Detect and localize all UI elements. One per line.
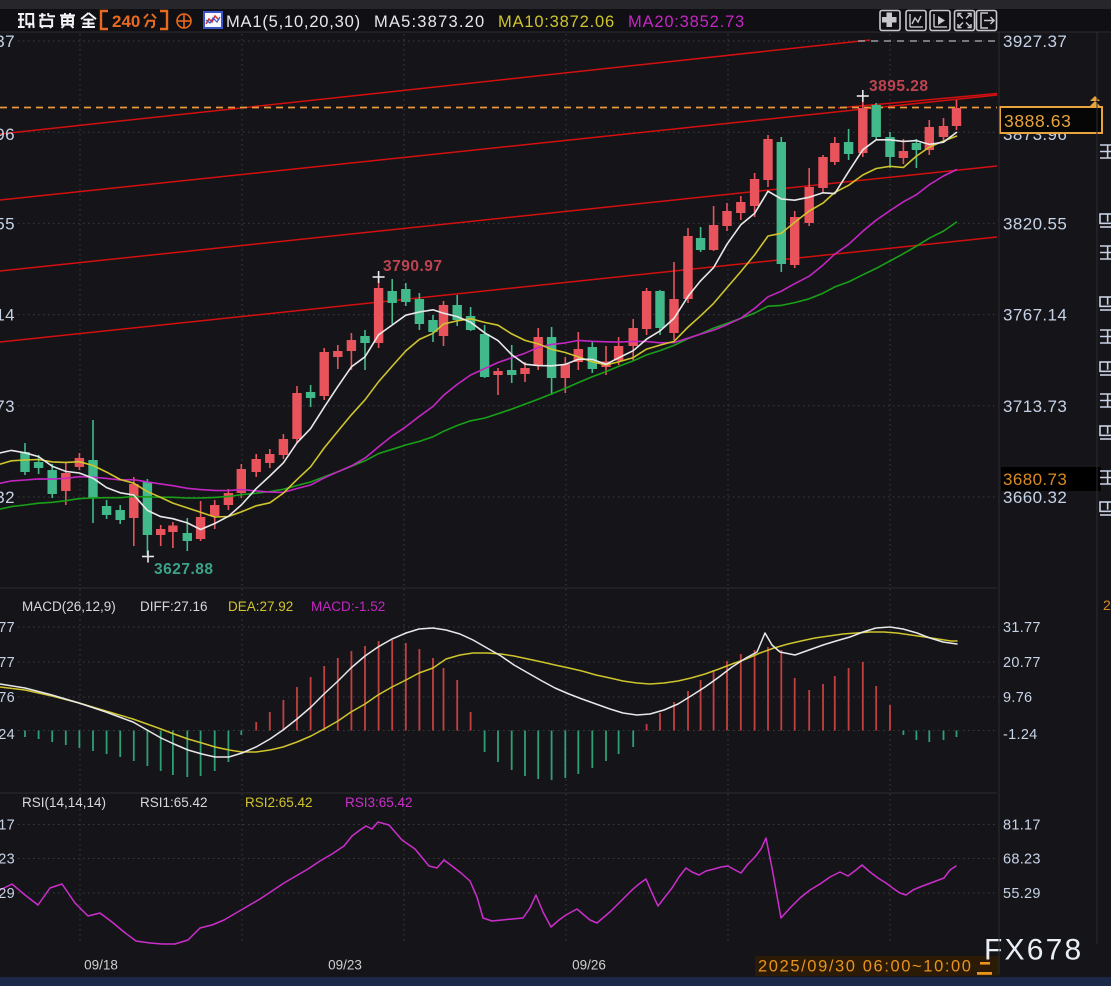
svg-text:240: 240 — [112, 12, 140, 31]
svg-text:31.77: 31.77 — [1003, 620, 1041, 636]
svg-text:RSI1:65.42: RSI1:65.42 — [140, 795, 208, 810]
svg-text:3820.55: 3820.55 — [0, 214, 15, 233]
svg-text:3660.32: 3660.32 — [1003, 488, 1067, 507]
svg-text:-1.24: -1.24 — [0, 727, 15, 743]
svg-text:3713.73: 3713.73 — [0, 397, 15, 416]
svg-text:MA1(5,10,20,30): MA1(5,10,20,30) — [226, 13, 361, 31]
svg-text:DIFF:27.16: DIFF:27.16 — [140, 599, 208, 614]
svg-text:2025/09/30 06:00~10:00: 2025/09/30 06:00~10:00 — [758, 958, 973, 976]
svg-text:3927.37: 3927.37 — [1003, 32, 1067, 51]
svg-text:3680.73: 3680.73 — [1003, 470, 1067, 489]
svg-text:81.17: 81.17 — [1003, 818, 1041, 834]
svg-text:81.17: 81.17 — [0, 818, 15, 834]
svg-text:-1.24: -1.24 — [1003, 727, 1038, 743]
svg-text:55.29: 55.29 — [1003, 886, 1041, 902]
svg-text:RSI2:65.42: RSI2:65.42 — [245, 795, 313, 810]
svg-text:3767.14: 3767.14 — [0, 306, 15, 325]
svg-text:RSI3:65.42: RSI3:65.42 — [345, 795, 413, 810]
svg-text:2: 2 — [1103, 597, 1111, 613]
svg-text:3713.73: 3713.73 — [1003, 397, 1067, 416]
svg-text:3790.97: 3790.97 — [383, 258, 443, 275]
svg-text:MA10:3872.06: MA10:3872.06 — [498, 13, 615, 31]
svg-text:MACD:-1.52: MACD:-1.52 — [311, 599, 385, 614]
svg-text:09/23: 09/23 — [328, 958, 362, 973]
svg-text:3660.32: 3660.32 — [0, 488, 15, 507]
svg-text:MA20:3852.73: MA20:3852.73 — [628, 13, 745, 31]
svg-text:3873.96: 3873.96 — [0, 125, 15, 144]
svg-text:9.76: 9.76 — [1003, 690, 1032, 706]
svg-text:55.29: 55.29 — [0, 886, 15, 902]
svg-text:MA5:3873.20: MA5:3873.20 — [374, 13, 485, 31]
svg-text:MACD(26,12,9): MACD(26,12,9) — [22, 599, 116, 614]
svg-text:DEA:27.92: DEA:27.92 — [228, 599, 293, 614]
svg-text:31.77: 31.77 — [0, 620, 15, 636]
svg-text:9.76: 9.76 — [0, 690, 15, 706]
svg-text:20.77: 20.77 — [1003, 655, 1041, 671]
svg-text:3888.63: 3888.63 — [1004, 111, 1071, 131]
svg-text:09/26: 09/26 — [572, 958, 606, 973]
svg-text:3895.28: 3895.28 — [869, 78, 929, 95]
svg-text:3927.37: 3927.37 — [0, 32, 15, 51]
svg-text:3627.88: 3627.88 — [154, 561, 214, 578]
svg-text:68.23: 68.23 — [0, 852, 15, 868]
svg-text:20.77: 20.77 — [0, 655, 15, 671]
svg-text:3820.55: 3820.55 — [1003, 214, 1067, 233]
svg-text:3767.14: 3767.14 — [1003, 306, 1067, 325]
svg-text:09/18: 09/18 — [84, 958, 118, 973]
svg-text:RSI(14,14,14): RSI(14,14,14) — [22, 795, 106, 810]
svg-text:FX678: FX678 — [984, 934, 1083, 967]
svg-text:68.23: 68.23 — [1003, 852, 1041, 868]
